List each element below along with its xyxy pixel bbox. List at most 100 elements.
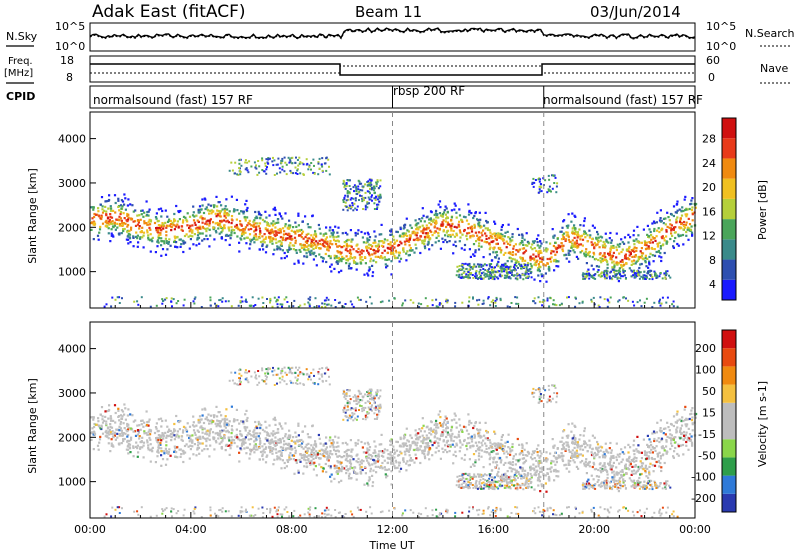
power-cell [235,223,238,227]
power-cell [179,209,182,213]
velocity-cell [96,444,100,447]
power-cell [103,209,106,212]
velocity-cell [446,431,449,434]
power-cell [632,247,635,251]
power-cell [336,231,339,234]
velocity-cell [505,450,508,453]
velocity-cell [553,479,556,482]
power-cell [354,207,357,210]
power-cell [101,211,105,214]
power-cell [146,223,149,226]
power-cell [431,244,434,247]
velocity-cell [371,455,374,458]
power-cell [539,178,541,181]
power-cell [592,251,595,254]
power-cell [232,210,235,213]
velocity-cell [307,459,310,462]
velocity-cell [287,434,290,437]
velocity-cell [303,454,306,457]
power-cell [336,262,339,265]
power-cell [107,222,110,225]
power-cell [501,263,503,266]
velocity-cell [161,432,164,435]
power-cell [493,273,496,276]
velocity-cell [159,417,163,420]
power-cell [481,303,484,305]
power-cell [345,185,348,188]
velocity-cell [390,483,393,486]
power-cell [482,229,485,232]
power-cell [474,251,477,254]
power-cell [223,213,226,216]
power-cell [302,173,305,176]
power-cell [213,238,216,241]
velocity-cell [664,427,667,430]
power-cell [398,254,401,257]
velocity-cell [677,454,680,457]
velocity-cell [228,420,231,423]
velocity-cell [223,437,226,440]
power-cell [288,305,291,308]
velocity-cell [675,428,678,431]
power-cell [518,248,521,251]
power-cell [460,218,463,221]
power-cell [295,225,298,228]
power-cell [676,200,679,203]
power-cell [632,274,635,277]
power-cell [464,216,467,219]
power-cell [265,158,268,161]
power-cell [489,275,492,278]
velocity-cell [591,465,594,469]
power-cell [555,304,558,307]
power-cell [303,303,306,306]
velocity-cell [468,458,471,461]
power-cell [415,247,418,250]
power-cell [531,183,534,185]
power-cell [658,230,661,234]
power-cell [644,256,647,259]
velocity-cell [379,466,382,469]
power-cell [604,245,607,248]
power-cell [289,224,292,227]
power-cell [315,245,318,248]
power-cell [238,241,241,244]
velocity-cell [185,428,188,431]
power-cell [664,276,667,279]
velocity-cell [350,455,353,458]
velocity-cell [441,431,444,434]
power-cell [624,254,627,257]
power-cell [408,234,411,237]
power-cell [524,263,527,266]
power-cell [288,226,292,229]
power-cell [658,301,661,304]
power-cell [610,254,613,257]
power-cell [685,215,688,218]
power-cell [523,238,526,241]
power-cell [538,180,541,183]
power-cell [265,245,268,248]
power-cell [657,227,660,230]
velocity-cell [511,443,514,446]
velocity-cell [555,458,558,461]
power-cell [439,206,442,209]
power-cell [623,263,626,266]
velocity-cell [337,436,340,439]
power-cell [230,195,233,198]
velocity-cell [421,427,424,430]
power-cell [605,240,609,243]
power-cell [106,217,110,220]
power-cell [156,240,159,243]
velocity-cell [511,463,514,466]
velocity-cell [178,448,181,451]
velocity-cell [610,468,613,471]
power-cell [257,160,260,162]
power-cell [582,224,585,227]
power-cell [674,211,677,214]
power-cell [245,298,247,301]
velocity-cell [240,433,243,436]
power-cell [366,272,369,275]
power-cell [124,197,127,200]
velocity-cell [574,440,577,443]
power-cell [414,219,417,222]
velocity-cell [643,453,647,456]
